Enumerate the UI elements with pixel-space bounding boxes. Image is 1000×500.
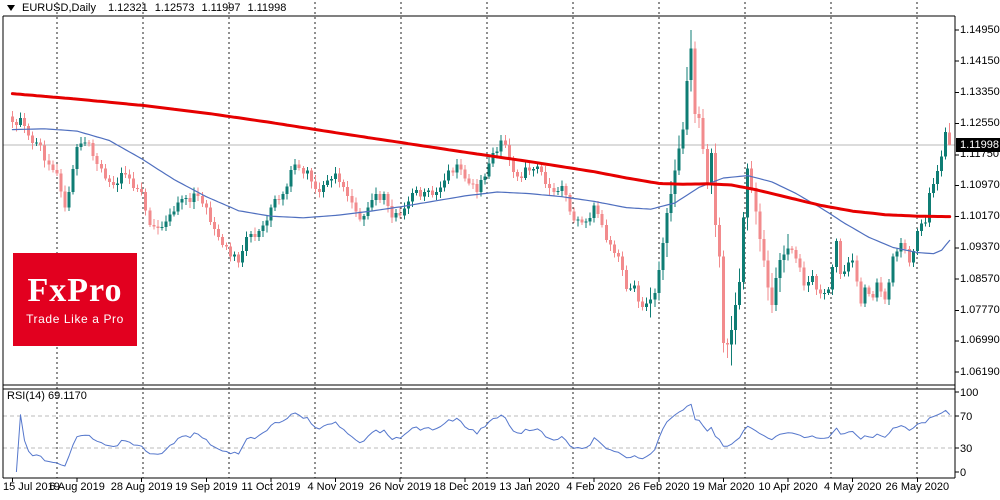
x-axis-label: 26 Feb 2020 bbox=[627, 481, 690, 493]
x-axis-label: 6 Aug 2019 bbox=[49, 481, 105, 493]
y-axis-label: 1.09370 bbox=[960, 241, 1000, 254]
current-price-badge: 1.11998 bbox=[956, 138, 1000, 152]
x-axis-label: 28 Aug 2019 bbox=[110, 481, 173, 493]
candles-layer bbox=[10, 30, 952, 366]
ohlc-close-value: 1.11998 bbox=[247, 2, 287, 14]
y-axis-label: 1.06190 bbox=[960, 365, 1000, 378]
axis-ticks bbox=[11, 29, 959, 482]
y-axis-label: 1.06990 bbox=[960, 334, 1000, 347]
y-axis-label: 1.14150 bbox=[960, 54, 1000, 67]
rsi-scale-label: 70 bbox=[960, 411, 973, 423]
rsi-scale-label: 0 bbox=[960, 467, 967, 479]
x-axis-label: 19 Sep 2019 bbox=[175, 481, 238, 493]
x-axis-label: 13 Jan 2020 bbox=[499, 481, 560, 493]
x-axis-label: 18 Dec 2019 bbox=[433, 481, 497, 493]
ma-fast-line bbox=[11, 128, 951, 255]
vertical-gridlines bbox=[56, 2, 918, 478]
x-axis-label: 11 Oct 2019 bbox=[241, 481, 301, 493]
y-axis-label: 1.07770 bbox=[960, 303, 1000, 316]
x-axis-label: 26 May 2020 bbox=[885, 481, 950, 493]
rsi-line bbox=[15, 403, 951, 473]
fxpro-logo: FxPro Trade Like a Pro bbox=[13, 253, 137, 346]
y-axis-label: 1.10970 bbox=[960, 178, 1000, 191]
ma-slow-line bbox=[10, 92, 952, 219]
symbol-period-label: EURUSD,Daily bbox=[22, 2, 96, 14]
rsi-scale-label: 30 bbox=[960, 443, 973, 455]
chart-title: EURUSD,Daily 1.12321 1.12573 1.11997 1.11998 bbox=[7, 1, 286, 15]
rsi-scale-label: 100 bbox=[960, 387, 979, 399]
x-axis-label: 4 Nov 2019 bbox=[307, 481, 364, 493]
x-axis-label: 4 Feb 2020 bbox=[566, 481, 622, 493]
ohlc-open-value: 1.12321 bbox=[107, 2, 148, 14]
rsi-indicator-label: RSI(14) 69.1170 bbox=[7, 390, 87, 402]
fxpro-logo-tagline: Trade Like a Pro bbox=[26, 311, 124, 326]
symbol-dropdown-icon[interactable] bbox=[7, 5, 15, 12]
y-axis-label: 1.12550 bbox=[960, 117, 1000, 130]
x-axis-label: 10 Apr 2020 bbox=[758, 481, 818, 493]
x-axis-label: 19 Mar 2020 bbox=[692, 481, 755, 493]
x-axis-label: 4 May 2020 bbox=[823, 481, 882, 493]
ohlc-low-value: 1.11997 bbox=[201, 2, 241, 14]
y-axis-label: 1.10170 bbox=[960, 210, 1000, 223]
x-axis-label: 26 Nov 2019 bbox=[369, 481, 432, 493]
y-axis-label: 1.08570 bbox=[960, 272, 1000, 285]
plot-borders bbox=[2, 15, 956, 479]
rsi-level-lines bbox=[3, 415, 955, 449]
y-axis-label: 1.14950 bbox=[960, 23, 1000, 36]
y-axis-label: 1.13350 bbox=[960, 85, 1000, 98]
ohlc-high-value: 1.12573 bbox=[154, 2, 195, 14]
x-axis-label: 15 Jul 2019 bbox=[3, 481, 60, 493]
fxpro-logo-text: FxPro bbox=[27, 271, 123, 309]
